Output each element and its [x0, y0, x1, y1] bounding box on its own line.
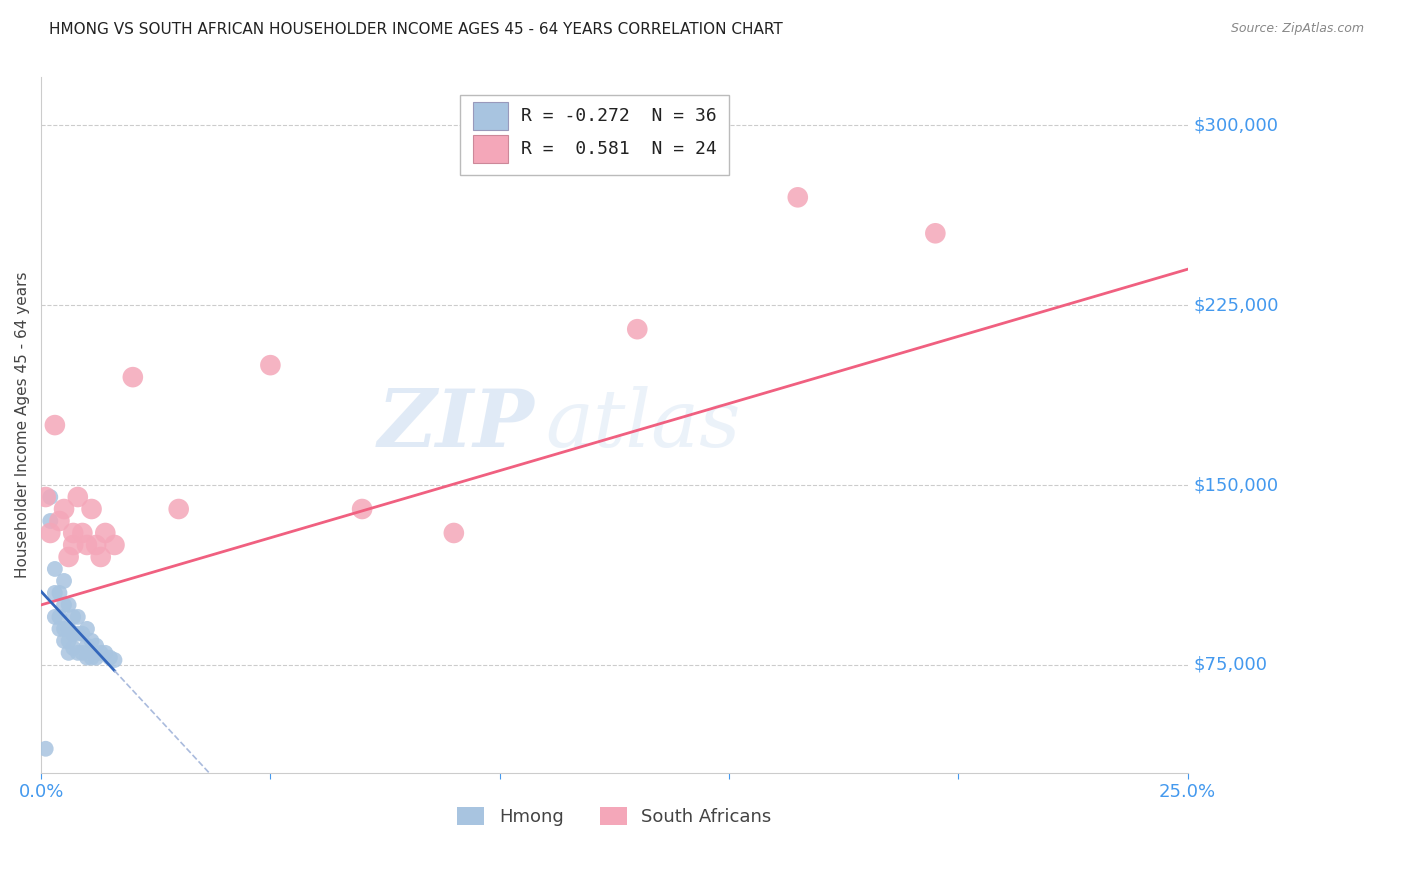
Point — [98, 650, 121, 665]
Point — [84, 650, 107, 665]
Point — [76, 538, 98, 552]
Point — [76, 622, 98, 636]
Point — [53, 633, 76, 648]
Point — [94, 646, 117, 660]
Point — [90, 646, 112, 660]
Text: $300,000: $300,000 — [1194, 116, 1278, 135]
Point — [352, 502, 374, 516]
Text: $75,000: $75,000 — [1194, 656, 1267, 673]
Point — [58, 633, 80, 648]
Point — [72, 646, 94, 660]
Point — [167, 502, 190, 516]
Point — [58, 646, 80, 660]
Point — [35, 490, 58, 504]
Point — [259, 358, 281, 372]
Point — [58, 622, 80, 636]
Text: Source: ZipAtlas.com: Source: ZipAtlas.com — [1230, 22, 1364, 36]
Point — [48, 586, 70, 600]
Legend: Hmong, South Africans: Hmong, South Africans — [450, 799, 779, 833]
Point — [48, 514, 70, 528]
Point — [121, 370, 143, 384]
Point — [48, 610, 70, 624]
FancyBboxPatch shape — [474, 102, 508, 129]
Point — [84, 639, 107, 653]
Text: $225,000: $225,000 — [1194, 296, 1279, 314]
Point — [58, 549, 80, 564]
Text: HMONG VS SOUTH AFRICAN HOUSEHOLDER INCOME AGES 45 - 64 YEARS CORRELATION CHART: HMONG VS SOUTH AFRICAN HOUSEHOLDER INCOM… — [49, 22, 783, 37]
Point — [39, 490, 62, 504]
Text: atlas: atlas — [546, 386, 741, 464]
Point — [80, 502, 103, 516]
Text: $150,000: $150,000 — [1194, 476, 1278, 494]
Text: R = -0.272  N = 36: R = -0.272 N = 36 — [522, 107, 717, 125]
Point — [62, 610, 84, 624]
Point — [66, 490, 89, 504]
Point — [44, 586, 66, 600]
Point — [53, 502, 76, 516]
Point — [76, 639, 98, 653]
Point — [443, 526, 465, 541]
Point — [72, 526, 94, 541]
Text: R =  0.581  N = 24: R = 0.581 N = 24 — [522, 140, 717, 158]
Point — [94, 526, 117, 541]
Point — [62, 641, 84, 656]
Point — [924, 227, 946, 241]
Text: ZIP: ZIP — [377, 386, 534, 464]
Point — [53, 574, 76, 588]
Point — [80, 633, 103, 648]
Point — [66, 646, 89, 660]
Point — [84, 538, 107, 552]
Point — [62, 538, 84, 552]
Point — [76, 650, 98, 665]
FancyBboxPatch shape — [474, 136, 508, 163]
Point — [39, 514, 62, 528]
Point — [53, 598, 76, 612]
Point — [786, 190, 808, 204]
Point — [44, 562, 66, 576]
Point — [62, 526, 84, 541]
Point — [626, 322, 648, 336]
Point — [103, 653, 125, 667]
Point — [72, 626, 94, 640]
Point — [53, 622, 76, 636]
Point — [58, 598, 80, 612]
Point — [66, 610, 89, 624]
FancyBboxPatch shape — [460, 95, 728, 175]
Point — [66, 626, 89, 640]
Point — [35, 741, 58, 756]
Y-axis label: Householder Income Ages 45 - 64 years: Householder Income Ages 45 - 64 years — [15, 272, 30, 578]
Point — [44, 418, 66, 433]
Point — [48, 622, 70, 636]
Point — [44, 610, 66, 624]
Point — [90, 549, 112, 564]
Point — [103, 538, 125, 552]
Point — [39, 526, 62, 541]
Point — [62, 626, 84, 640]
Point — [80, 650, 103, 665]
